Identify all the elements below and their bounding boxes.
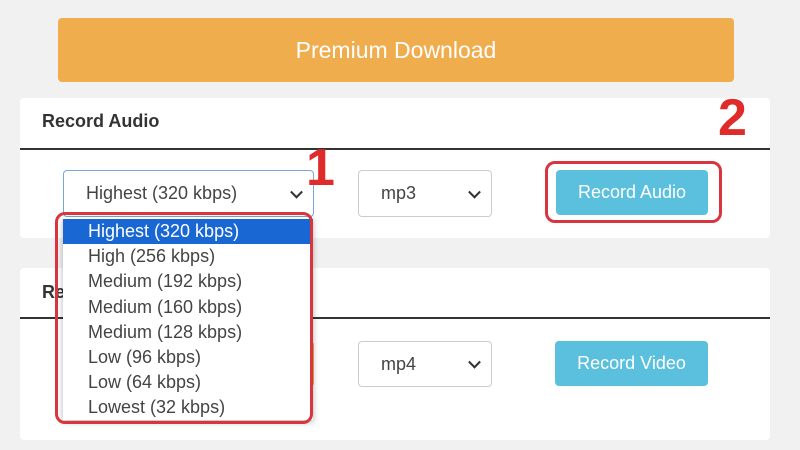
highlight-box [55,212,313,424]
annotation: 1 [306,139,335,197]
dropdown-option[interactable]: High (256 kbps) [88,246,216,267]
highlight-box [545,161,722,223]
dropdown-option[interactable]: Medium (192 kbps) [88,271,243,292]
dropdown-option[interactable]: Low (96 kbps) [88,347,202,367]
dropdown-option[interactable]: Medium (160 kbps) [88,296,243,317]
format-select[interactable]: mp4 [358,341,492,387]
dropdown-option[interactable]: Low (64 kbps) [88,372,202,393]
record-audio-button[interactable]: Record Audio [556,170,708,215]
dropdown-option[interactable]: Lowest (32 kbps) [88,397,226,418]
annotation: 2 [718,89,747,147]
divider [20,317,770,319]
section-title: Record Audio [42,111,160,131]
dropdown-list: Highest (320 kbps) High (256 kbps) Medium … [63,217,313,420]
premium-download-button[interactable]: Premium Download [58,18,734,82]
quality-select[interactable]: Highest (320 kbps) [63,170,314,217]
record-video-button[interactable]: Record Video [555,341,708,386]
dropdown-option[interactable]: Highest (320 kbps) [63,219,313,244]
format-select[interactable]: mp3 [358,170,492,217]
dropdown-option[interactable]: Medium (128 kbps) [88,321,243,342]
divider [20,148,770,150]
